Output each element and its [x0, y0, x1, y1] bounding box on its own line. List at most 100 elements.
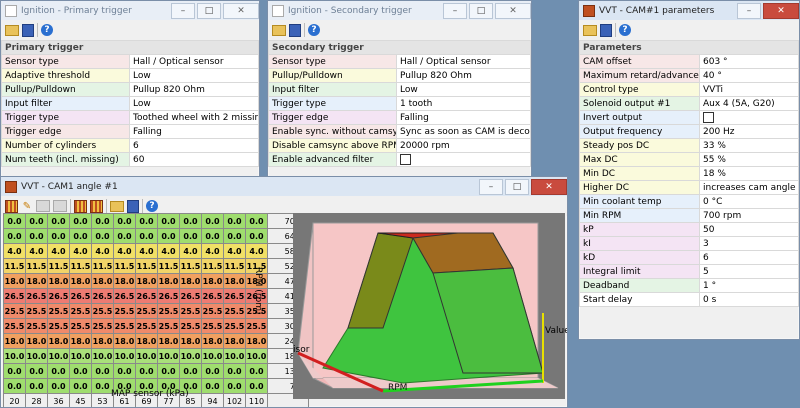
property-value[interactable]: Sync as soon as CAM is decoded [397, 125, 531, 139]
property-value[interactable]: 1 ° [700, 279, 799, 293]
map-cell[interactable]: 26.5 [70, 289, 92, 304]
map-cell[interactable]: 10.0 [4, 349, 26, 364]
save-disk-icon[interactable] [127, 200, 139, 213]
property-value[interactable]: Low [130, 97, 259, 111]
property-value[interactable]: 5 [700, 265, 799, 279]
map-cell[interactable]: 18.0 [246, 334, 268, 349]
property-value[interactable]: 603 ° [700, 55, 799, 69]
property-value[interactable]: 55 % [700, 153, 799, 167]
cam-angle-titlebar[interactable]: VVT - CAM1 angle #1 – □ ✕ [1, 177, 567, 196]
map-cell[interactable]: 11.5 [136, 259, 158, 274]
open-folder-icon[interactable] [583, 25, 597, 36]
map-cell[interactable]: 26.5 [114, 289, 136, 304]
map-cell[interactable]: 11.5 [202, 259, 224, 274]
map-cell[interactable]: 10.0 [224, 349, 246, 364]
property-value[interactable]: 0 °C [700, 195, 799, 209]
close-button[interactable]: ✕ [763, 3, 799, 19]
map-cell[interactable]: 26.5 [48, 289, 70, 304]
map-cell[interactable]: 0.0 [114, 214, 136, 229]
table-view-icon[interactable] [5, 200, 18, 213]
map-cell[interactable]: 18.0 [158, 334, 180, 349]
map-cell[interactable]: 0.0 [48, 229, 70, 244]
property-value[interactable] [700, 111, 799, 125]
map-cell[interactable]: 25.5 [224, 304, 246, 319]
map-cell[interactable]: 4.0 [114, 244, 136, 259]
map-cell[interactable]: 4.0 [246, 244, 268, 259]
map-cell[interactable]: 26.5 [92, 289, 114, 304]
map-cell[interactable]: 25.5 [180, 304, 202, 319]
minimize-button[interactable]: – [443, 3, 467, 19]
map-cell[interactable]: 11.5 [70, 259, 92, 274]
open-folder-icon[interactable] [110, 201, 124, 212]
map-cell[interactable]: 25.5 [48, 319, 70, 334]
map-cell[interactable]: 18.0 [70, 274, 92, 289]
map-cell[interactable]: 0.0 [4, 229, 26, 244]
maximize-button[interactable]: □ [505, 179, 529, 195]
map-cell[interactable]: 11.5 [224, 259, 246, 274]
map-cell[interactable]: 0.0 [202, 379, 224, 394]
property-value[interactable] [397, 153, 531, 167]
interpolate-icon[interactable] [90, 200, 103, 213]
map-cell[interactable]: 25.5 [114, 319, 136, 334]
map-cell[interactable]: 0.0 [202, 229, 224, 244]
map-cell[interactable]: 18.0 [48, 274, 70, 289]
map-cell[interactable]: 10.0 [180, 349, 202, 364]
property-value[interactable]: Falling [130, 125, 259, 139]
map-cell[interactable]: 0.0 [136, 214, 158, 229]
map-cell[interactable]: 4.0 [202, 244, 224, 259]
map-cell[interactable]: 10.0 [48, 349, 70, 364]
map-cell[interactable]: 0.0 [114, 364, 136, 379]
close-button[interactable]: ✕ [531, 179, 567, 195]
map-cell[interactable]: 4.0 [70, 244, 92, 259]
property-value[interactable]: 200 Hz [700, 125, 799, 139]
map-cell[interactable]: 0.0 [26, 229, 48, 244]
fill-grid-icon[interactable] [74, 200, 87, 213]
map-cell[interactable]: 11.5 [92, 259, 114, 274]
property-value[interactable]: Aux 4 (5A, G20) [700, 97, 799, 111]
save-disk-icon[interactable] [600, 24, 612, 37]
secondary-window-row[interactable]: Enable advanced filter [269, 153, 531, 167]
map-cell[interactable]: 25.5 [26, 304, 48, 319]
map-cell[interactable]: 18.0 [26, 334, 48, 349]
map-cell[interactable]: 18.0 [48, 334, 70, 349]
property-value[interactable]: Pullup 820 Ohm [397, 69, 531, 83]
map-cell[interactable]: 18.0 [158, 274, 180, 289]
help-icon[interactable]: ? [146, 200, 158, 212]
property-value[interactable]: 33 % [700, 139, 799, 153]
map-cell[interactable]: 25.5 [92, 319, 114, 334]
map-cell[interactable]: 0.0 [180, 229, 202, 244]
save-disk-icon[interactable] [22, 24, 34, 37]
map-cell[interactable]: 25.5 [202, 304, 224, 319]
map-cell[interactable]: 11.5 [4, 259, 26, 274]
map-cell[interactable]: 25.5 [4, 304, 26, 319]
minimize-button[interactable]: – [737, 3, 761, 19]
property-value[interactable]: 1 tooth [397, 97, 531, 111]
close-button[interactable]: ✕ [223, 3, 259, 19]
map-cell[interactable]: 0.0 [246, 229, 268, 244]
map-cell[interactable]: 4.0 [158, 244, 180, 259]
property-value[interactable]: Pullup 820 Ohm [130, 83, 259, 97]
property-value[interactable]: 18 % [700, 167, 799, 181]
map-cell[interactable]: 26.5 [158, 289, 180, 304]
map-cell[interactable]: 18.0 [180, 334, 202, 349]
map-cell[interactable]: 25.5 [158, 319, 180, 334]
map-cell[interactable]: 0.0 [70, 379, 92, 394]
property-value[interactable]: VVTi [700, 83, 799, 97]
map-cell[interactable]: 26.5 [180, 289, 202, 304]
secondary-trigger-titlebar[interactable]: Ignition - Secondary trigger – □ ✕ [268, 1, 531, 20]
property-value[interactable]: increases cam angle [700, 181, 799, 195]
map-cell[interactable]: 25.5 [4, 319, 26, 334]
map-cell[interactable]: 18.0 [26, 274, 48, 289]
